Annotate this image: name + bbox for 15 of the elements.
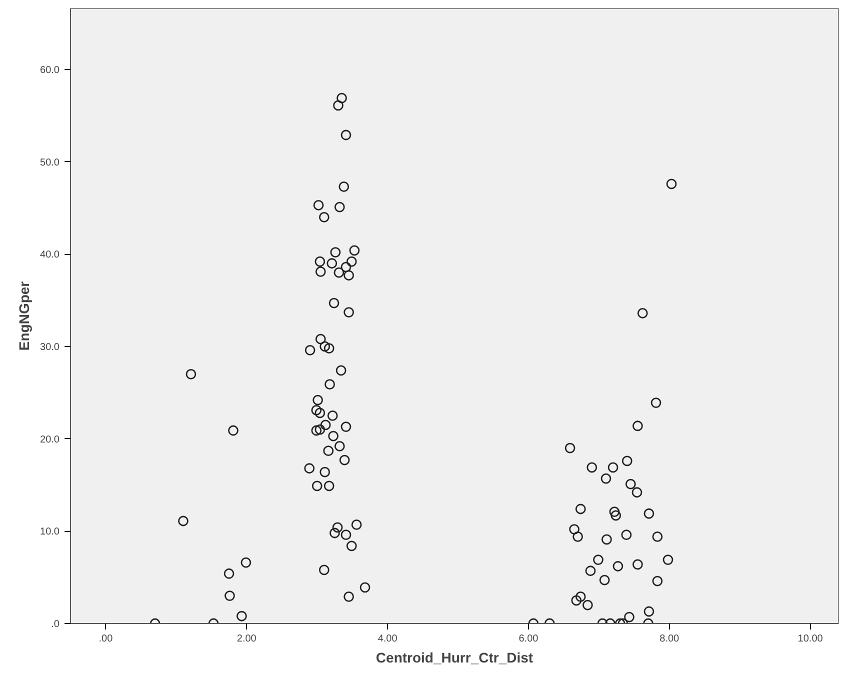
y-tick-label: 20.0 [40,434,60,446]
y-tick-label: .0 [51,619,60,630]
x-tick-label: 2.00 [236,634,257,644]
y-tick-label: 60.0 [40,64,60,76]
x-tick-label: 6.00 [518,634,539,644]
x-tick-label: 10.00 [798,634,824,644]
x-tick-label: 4.00 [378,634,398,644]
y-tick-label: 30.0 [40,342,60,353]
y-tick-label: 40.0 [40,250,60,261]
y-tick-label: 10.0 [40,526,60,538]
x-axis-title: Centroid_Hurr_Ctr_Dist [376,650,534,666]
x-tick-label: .00 [98,634,114,644]
x-tick-label: 8.00 [660,634,680,644]
y-tick-label: 50.0 [40,157,60,168]
y-axis-title: EngNGper [16,280,32,351]
